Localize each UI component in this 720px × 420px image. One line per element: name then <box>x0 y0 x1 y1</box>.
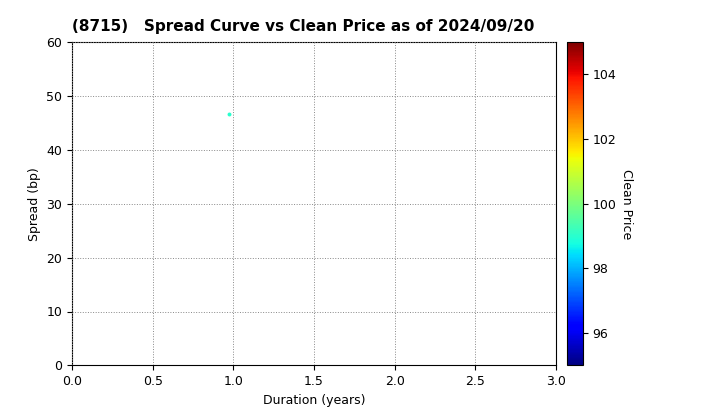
Text: (8715)   Spread Curve vs Clean Price as of 2024/09/20: (8715) Spread Curve vs Clean Price as of… <box>72 19 534 34</box>
Y-axis label: Spread (bp): Spread (bp) <box>28 167 41 241</box>
Y-axis label: Clean Price: Clean Price <box>620 168 633 239</box>
X-axis label: Duration (years): Duration (years) <box>263 394 365 407</box>
Point <box>222 110 234 117</box>
